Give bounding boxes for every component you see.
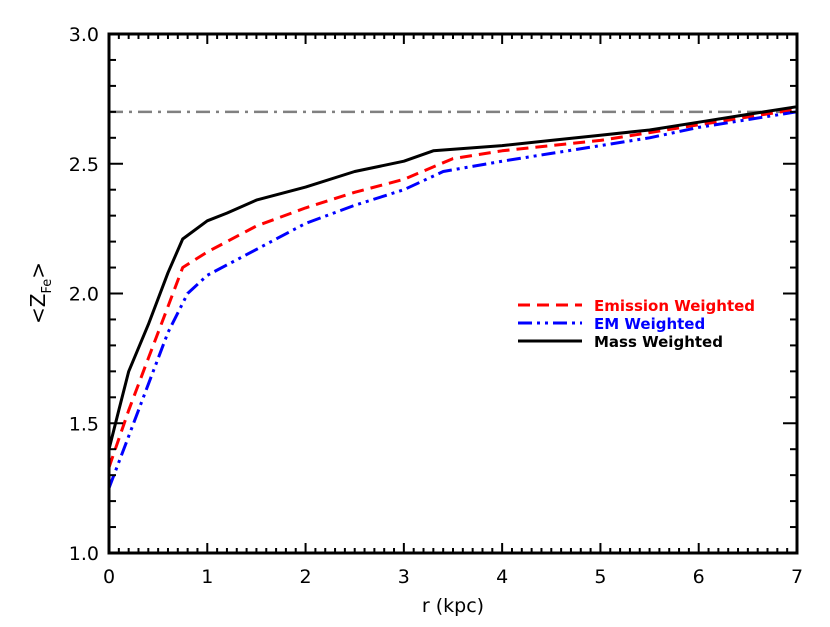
x-tick-label: 2 [300, 566, 312, 588]
legend-label: Emission Weighted [594, 297, 755, 315]
series-line-1 [107, 110, 798, 489]
plot-marks [107, 105, 798, 489]
y-tick-label: 2.5 [69, 154, 99, 176]
y-label-end: > [26, 262, 50, 279]
legend-label: Mass Weighted [594, 333, 723, 351]
x-tick-label: 3 [398, 566, 410, 588]
y-label-main: <Z [26, 294, 50, 324]
y-tick-label: 2.0 [69, 284, 99, 306]
axis-ticks: 0 1 2 3 4 5 6 7 1.0 1.5 2.0 2.5 3.0 [69, 24, 803, 588]
x-tick-label: 4 [496, 566, 508, 588]
x-tick-label: 6 [693, 566, 705, 588]
x-tick-label: 5 [594, 566, 606, 588]
y-tick-label: 3.0 [69, 24, 99, 46]
y-label-sub: Fe [40, 279, 55, 294]
y-axis-label: <ZFe> [26, 262, 55, 324]
x-axis-label: r (kpc) [422, 595, 484, 617]
x-tick-label: 7 [791, 566, 803, 588]
y-tick-label: 1.0 [69, 543, 99, 565]
x-tick-label: 1 [201, 566, 213, 588]
x-tick-label: 0 [103, 566, 115, 588]
series-line-2 [107, 105, 798, 450]
legend-label: EM Weighted [594, 315, 705, 333]
series-line-0 [107, 107, 798, 468]
y-tick-label: 1.5 [69, 413, 99, 435]
